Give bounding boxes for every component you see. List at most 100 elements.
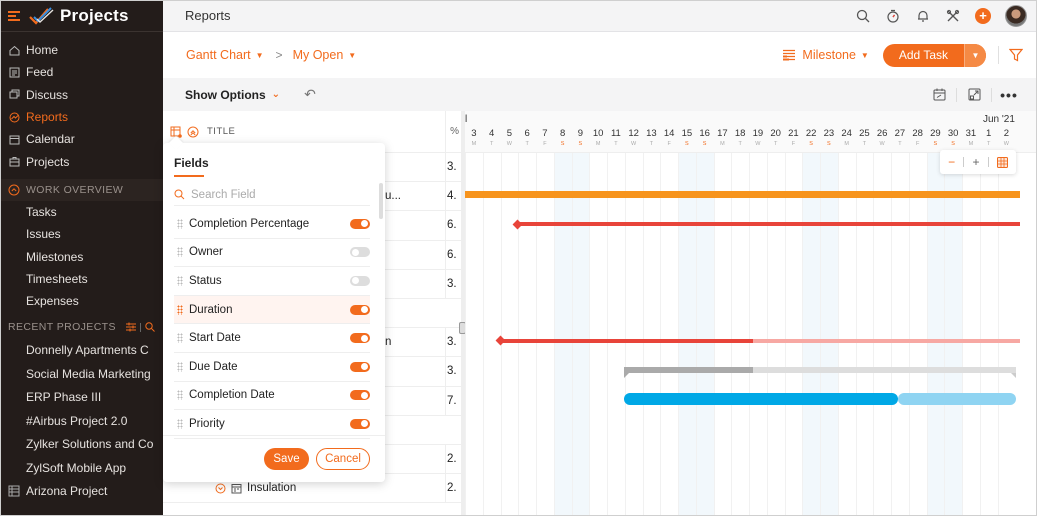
- hamburger-menu-icon[interactable]: [8, 10, 20, 21]
- field-visibility-toggle[interactable]: [350, 247, 370, 258]
- recent-project-item[interactable]: #Airbus Project 2.0: [26, 413, 128, 428]
- group-by-milestone-dropdown[interactable]: Milestone ▼: [782, 48, 869, 62]
- breadcrumb-my-open-dropdown[interactable]: My Open ▼: [293, 48, 357, 62]
- gantt-summary-bar[interactable]: [753, 367, 1016, 373]
- field-row[interactable]: Due Date: [174, 353, 370, 382]
- gantt-task-bar[interactable]: [517, 222, 1020, 226]
- sidebar-item-reports[interactable]: Reports: [0, 106, 163, 128]
- pane-splitter[interactable]: [461, 111, 465, 516]
- field-visibility-toggle[interactable]: [350, 304, 370, 315]
- expand-icon[interactable]: [966, 87, 982, 103]
- weekday-letter: S: [809, 141, 813, 147]
- sidebar-item-label: Calendar: [26, 132, 75, 147]
- add-task-button[interactable]: Add Task: [898, 47, 948, 62]
- sidebar-item-milestones[interactable]: Milestones: [26, 249, 84, 264]
- sidebar-item-arizona-project[interactable]: Arizona Project: [0, 479, 163, 503]
- sidebar-item-timesheets[interactable]: Timesheets: [26, 271, 88, 286]
- drag-handle-icon[interactable]: [177, 333, 183, 344]
- quick-add-plus-icon[interactable]: +: [975, 7, 991, 24]
- sidebar-item-tasks[interactable]: Tasks: [26, 204, 57, 219]
- search-icon[interactable]: [145, 322, 155, 333]
- fit-to-screen-icon[interactable]: [996, 156, 1008, 168]
- field-row[interactable]: Start Date: [174, 324, 370, 353]
- zoom-in-button[interactable]: +: [972, 155, 980, 169]
- save-button[interactable]: Save: [264, 448, 309, 470]
- breadcrumb-gantt-chart-dropdown[interactable]: Gantt Chart ▼: [186, 48, 264, 62]
- table-row[interactable]: Insulation 2.: [163, 474, 461, 504]
- drag-handle-icon[interactable]: [177, 275, 183, 286]
- drag-handle-icon[interactable]: [177, 247, 183, 258]
- sidebar-item-issues[interactable]: Issues: [26, 227, 61, 242]
- filter-sliders-icon[interactable]: [126, 322, 136, 332]
- drag-handle-icon[interactable]: [177, 390, 183, 401]
- expand-collapse-icon[interactable]: [187, 126, 199, 138]
- field-row[interactable]: Completion Percentage: [174, 210, 370, 239]
- avatar[interactable]: [1005, 4, 1027, 27]
- completion-percent: 3.: [445, 357, 461, 386]
- task-title-label: Insulation: [247, 482, 297, 495]
- filter-funnel-icon[interactable]: [1009, 48, 1023, 62]
- drag-handle-icon[interactable]: [177, 304, 183, 315]
- recent-project-item[interactable]: Social Media Marketing: [26, 366, 151, 381]
- sidebar-item-discuss[interactable]: Discuss: [0, 84, 163, 106]
- field-visibility-toggle[interactable]: [350, 390, 370, 401]
- popup-scrollbar[interactable]: [379, 183, 383, 219]
- field-visibility-toggle[interactable]: [350, 333, 370, 344]
- recent-project-item[interactable]: Zylker Solutions and Co: [26, 437, 154, 452]
- gantt-task-bar[interactable]: [624, 393, 898, 406]
- sidebar-item-projects[interactable]: Projects: [0, 150, 163, 172]
- bell-icon[interactable]: [915, 8, 931, 24]
- more-options-icon[interactable]: •••: [1000, 86, 1018, 103]
- expand-circle-icon[interactable]: [215, 483, 226, 494]
- calendar-jump-icon[interactable]: [931, 87, 947, 103]
- show-options-dropdown[interactable]: Show Options ⌄: [185, 88, 280, 102]
- sidebar-item-expenses[interactable]: Expenses: [26, 294, 79, 309]
- field-row[interactable]: Priority: [174, 410, 370, 439]
- gantt-task-bar[interactable]: [898, 393, 1016, 406]
- day-number: 1: [985, 128, 992, 139]
- search-icon: [174, 189, 185, 200]
- recent-project-item[interactable]: ZylSoft Mobile App: [26, 460, 127, 475]
- recent-project-item[interactable]: Donnelly Apartments C: [26, 343, 149, 358]
- gantt-day-header: 17 M: [714, 127, 732, 152]
- field-visibility-toggle[interactable]: [350, 218, 370, 229]
- field-search-input[interactable]: [191, 188, 361, 201]
- zoom-out-button[interactable]: −: [948, 155, 956, 169]
- column-settings-icon[interactable]: [170, 126, 182, 138]
- drag-handle-icon[interactable]: [177, 361, 183, 372]
- tools-icon[interactable]: [945, 8, 961, 24]
- field-visibility-toggle[interactable]: [350, 361, 370, 372]
- header-actions: +: [855, 4, 1037, 27]
- gantt-task-bar[interactable]: [465, 191, 1020, 199]
- sidebar-item-home[interactable]: Home: [0, 39, 163, 61]
- drag-handle-icon[interactable]: [177, 418, 183, 429]
- work-overview-header[interactable]: WORK OVERVIEW: [0, 178, 163, 201]
- field-row[interactable]: Status: [174, 267, 370, 296]
- field-label: Priority: [189, 417, 225, 430]
- undo-icon[interactable]: ↶: [304, 86, 316, 102]
- divider: [987, 157, 989, 167]
- cancel-button[interactable]: Cancel: [316, 448, 370, 470]
- day-column: [731, 153, 749, 516]
- weekend-column: [944, 153, 962, 516]
- field-row[interactable]: Completion Date: [174, 382, 370, 411]
- popup-footer: Save Cancel: [163, 435, 385, 482]
- gantt-summary-bar[interactable]: [624, 367, 753, 373]
- gantt-task-bar[interactable]: [753, 338, 1020, 343]
- popup-title: Fields: [174, 156, 209, 170]
- day-column: [465, 153, 483, 516]
- gantt-task-bar[interactable]: [500, 338, 753, 343]
- day-column: [784, 153, 803, 516]
- sidebar-item-calendar[interactable]: Calendar: [0, 128, 163, 150]
- field-visibility-toggle[interactable]: [350, 418, 370, 429]
- add-task-dropdown-icon[interactable]: ▼: [964, 43, 986, 67]
- drag-handle-icon[interactable]: [177, 218, 183, 229]
- sidebar-item-feed[interactable]: Feed: [0, 61, 163, 83]
- field-row[interactable]: Duration: [174, 295, 370, 325]
- day-column: [482, 153, 501, 516]
- search-icon[interactable]: [855, 8, 871, 24]
- timer-icon[interactable]: [885, 8, 901, 24]
- recent-project-item[interactable]: ERP Phase III: [26, 390, 102, 405]
- field-row[interactable]: Owner: [174, 239, 370, 268]
- field-visibility-toggle[interactable]: [350, 275, 370, 286]
